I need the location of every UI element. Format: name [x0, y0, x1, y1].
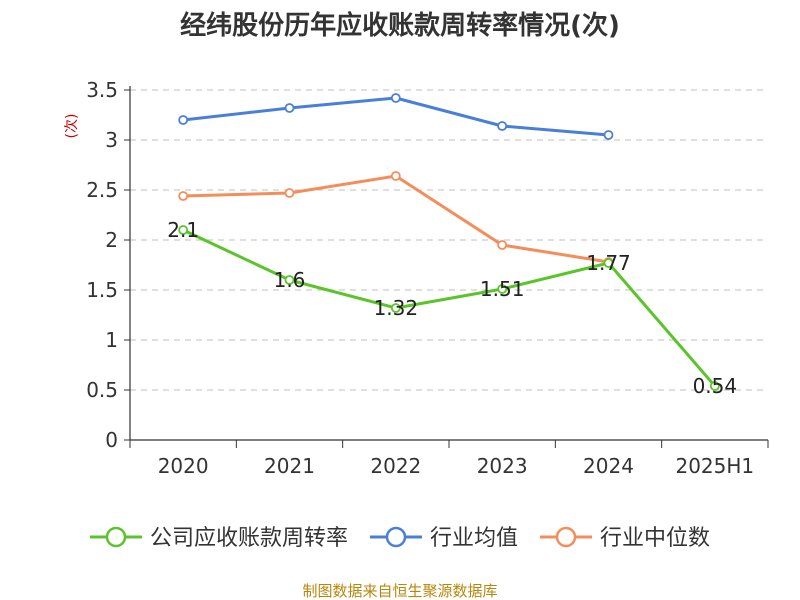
x-tick-label: 2023 — [477, 454, 528, 478]
legend-item[interactable]: 公司应收账款周转率 — [89, 526, 348, 551]
y-tick-label: 2.5 — [86, 178, 118, 202]
data-point[interactable] — [390, 303, 401, 313]
data-point[interactable] — [497, 121, 508, 131]
series-line — [182, 96, 609, 137]
legend-swatch-marker — [385, 526, 407, 548]
x-tick-label: 2025H1 — [675, 454, 754, 478]
legend-label: 公司应收账款周转率 — [150, 526, 348, 551]
x-tick-label: 2022 — [370, 454, 421, 478]
legend[interactable]: 公司应收账款周转率 行业均值 行业中位数 — [89, 526, 710, 551]
legend-item[interactable]: 行业中位数 — [540, 526, 710, 551]
y-tick-label: 1.5 — [86, 278, 118, 302]
series-line — [182, 228, 716, 387]
grid-lines — [130, 89, 768, 391]
data-label: 1.51 — [480, 277, 525, 301]
legend-swatch-marker — [105, 526, 127, 548]
data-point[interactable] — [603, 130, 614, 140]
legend-item[interactable]: 行业均值 — [370, 526, 518, 551]
data-point[interactable] — [178, 225, 189, 235]
data-point[interactable] — [390, 171, 401, 181]
axes: 0 0.5 1 1.5 2 2.5 3 3.5 2020 2021 2022 2023 2024 2025… — [86, 78, 769, 478]
y-tick-label: 2 — [105, 228, 118, 252]
data-point[interactable] — [709, 381, 720, 391]
y-tick-label: 0 — [105, 428, 118, 452]
y-tick-label: 1 — [105, 328, 118, 352]
data-point[interactable] — [603, 258, 614, 268]
source-note: 制图数据来自恒生聚源数据库 — [302, 582, 497, 600]
data-point[interactable] — [284, 103, 295, 113]
series-line — [183, 174, 609, 264]
series-lines — [178, 93, 720, 391]
data-point[interactable] — [284, 275, 295, 285]
data-label: 1.6 — [274, 268, 306, 292]
data-label: 1.32 — [374, 296, 419, 320]
y-tick-label: 3.5 — [86, 78, 118, 102]
y-tick-label: 3 — [105, 128, 118, 152]
legend-label: 行业均值 — [430, 526, 518, 551]
data-point[interactable] — [497, 240, 508, 250]
legend-label: 行业中位数 — [600, 526, 710, 551]
data-label: 2.1 — [167, 218, 199, 242]
data-labels: 2.1 1.6 1.32 1.51 1.77 0.54 — [167, 218, 737, 398]
legend-swatch-marker — [555, 526, 577, 548]
data-point[interactable] — [284, 188, 295, 198]
x-tick-label: 2020 — [158, 454, 209, 478]
y-axis-label: (次) — [64, 114, 80, 139]
data-label: 0.54 — [693, 374, 738, 398]
chart-title: 经纬股份历年应收账款周转率情况(次) — [180, 10, 620, 41]
y-tick-label: 0.5 — [86, 378, 118, 402]
x-tick-label: 2024 — [583, 454, 634, 478]
data-point[interactable] — [497, 284, 508, 294]
data-point[interactable] — [178, 191, 189, 201]
data-label: 1.77 — [586, 251, 631, 275]
x-tick-label: 2021 — [264, 454, 315, 478]
data-point[interactable] — [390, 93, 401, 103]
data-point[interactable] — [178, 115, 189, 125]
